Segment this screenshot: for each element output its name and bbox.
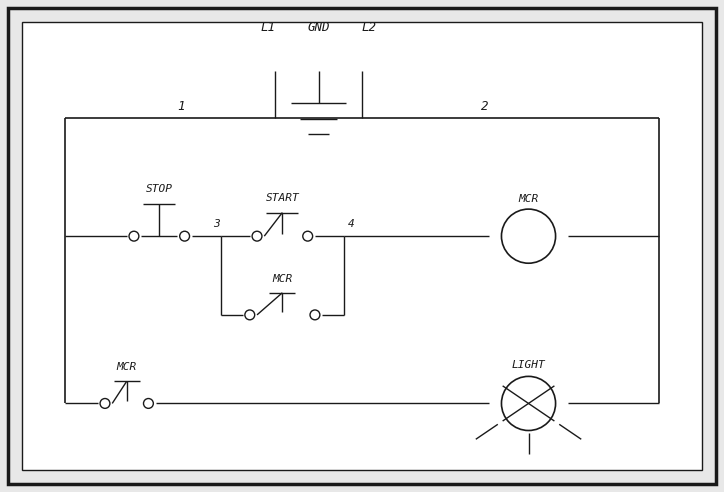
Text: MCR: MCR bbox=[117, 363, 137, 372]
Text: STOP: STOP bbox=[146, 184, 173, 194]
Text: L2: L2 bbox=[362, 22, 377, 34]
Text: 3: 3 bbox=[213, 219, 219, 229]
Text: L1: L1 bbox=[260, 22, 275, 34]
Text: MCR: MCR bbox=[518, 194, 539, 204]
Text: 4: 4 bbox=[348, 219, 354, 229]
Text: LIGHT: LIGHT bbox=[512, 361, 545, 370]
Text: GND: GND bbox=[307, 22, 330, 34]
Text: MCR: MCR bbox=[272, 274, 292, 284]
Text: 1: 1 bbox=[177, 100, 185, 113]
Text: 2: 2 bbox=[481, 100, 489, 113]
Text: START: START bbox=[266, 193, 299, 203]
